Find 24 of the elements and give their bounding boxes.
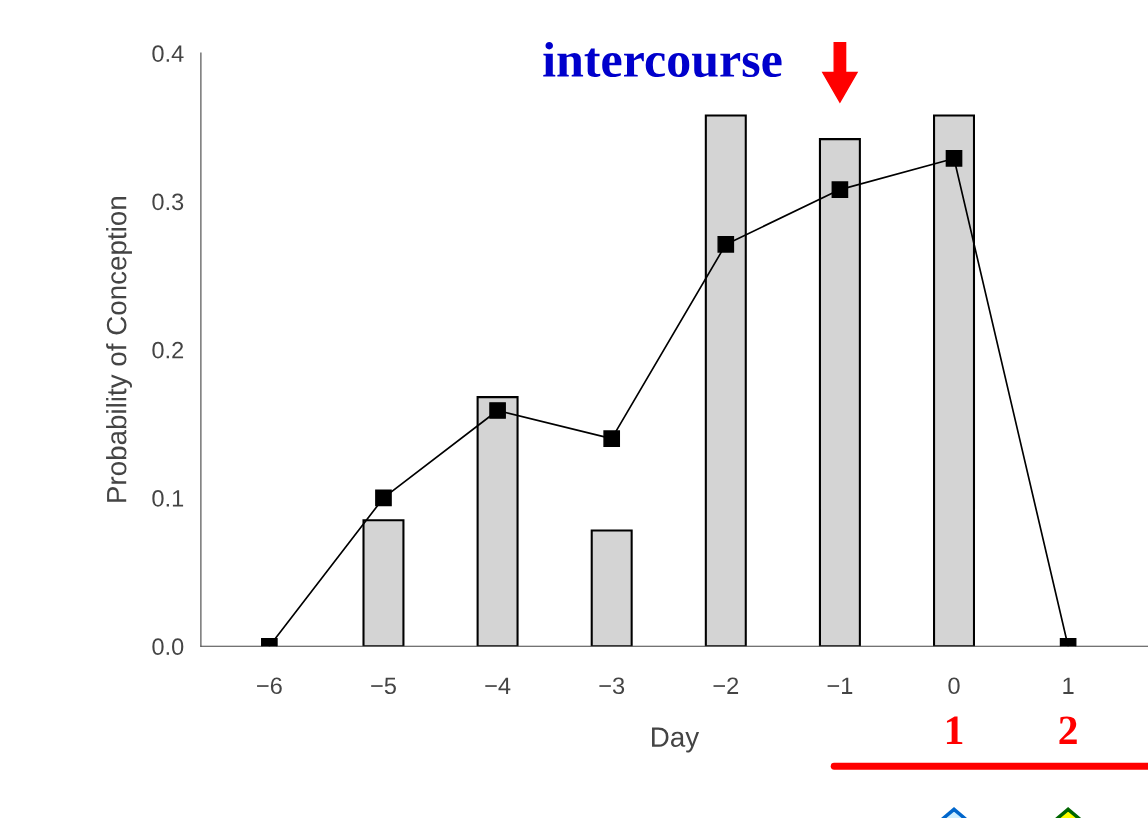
x-axis-title: Day: [652, 727, 700, 753]
x-tick-label: 1: [1063, 677, 1074, 694]
x-tick-label: −6: [257, 677, 282, 695]
point: [603, 430, 621, 447]
point: [831, 181, 849, 198]
y-tick-label: 0.3: [152, 193, 184, 211]
x-tick-label: −4: [485, 677, 511, 694]
y-tick-label: 0.2: [152, 341, 184, 359]
point: [489, 402, 506, 419]
x-tick-label: −2: [713, 677, 739, 694]
x-tick-label: −3: [599, 677, 625, 695]
text: 1: [946, 716, 963, 745]
y-tick-label: 0.0: [152, 638, 184, 656]
annotation: intercourse: [543, 41, 782, 78]
y-tick-label: 0.1: [152, 490, 184, 507]
x-tick-label: −1: [827, 677, 853, 694]
text: 2: [1059, 716, 1077, 745]
y-axis-title: Probability of Conception: [106, 197, 132, 502]
x-tick-label: 0: [948, 677, 960, 695]
point: [945, 150, 963, 167]
bar: [590, 529, 633, 647]
point: [717, 236, 735, 253]
x-tick-label: −5: [371, 677, 396, 695]
y-tick-label: 0.4: [152, 45, 184, 62]
